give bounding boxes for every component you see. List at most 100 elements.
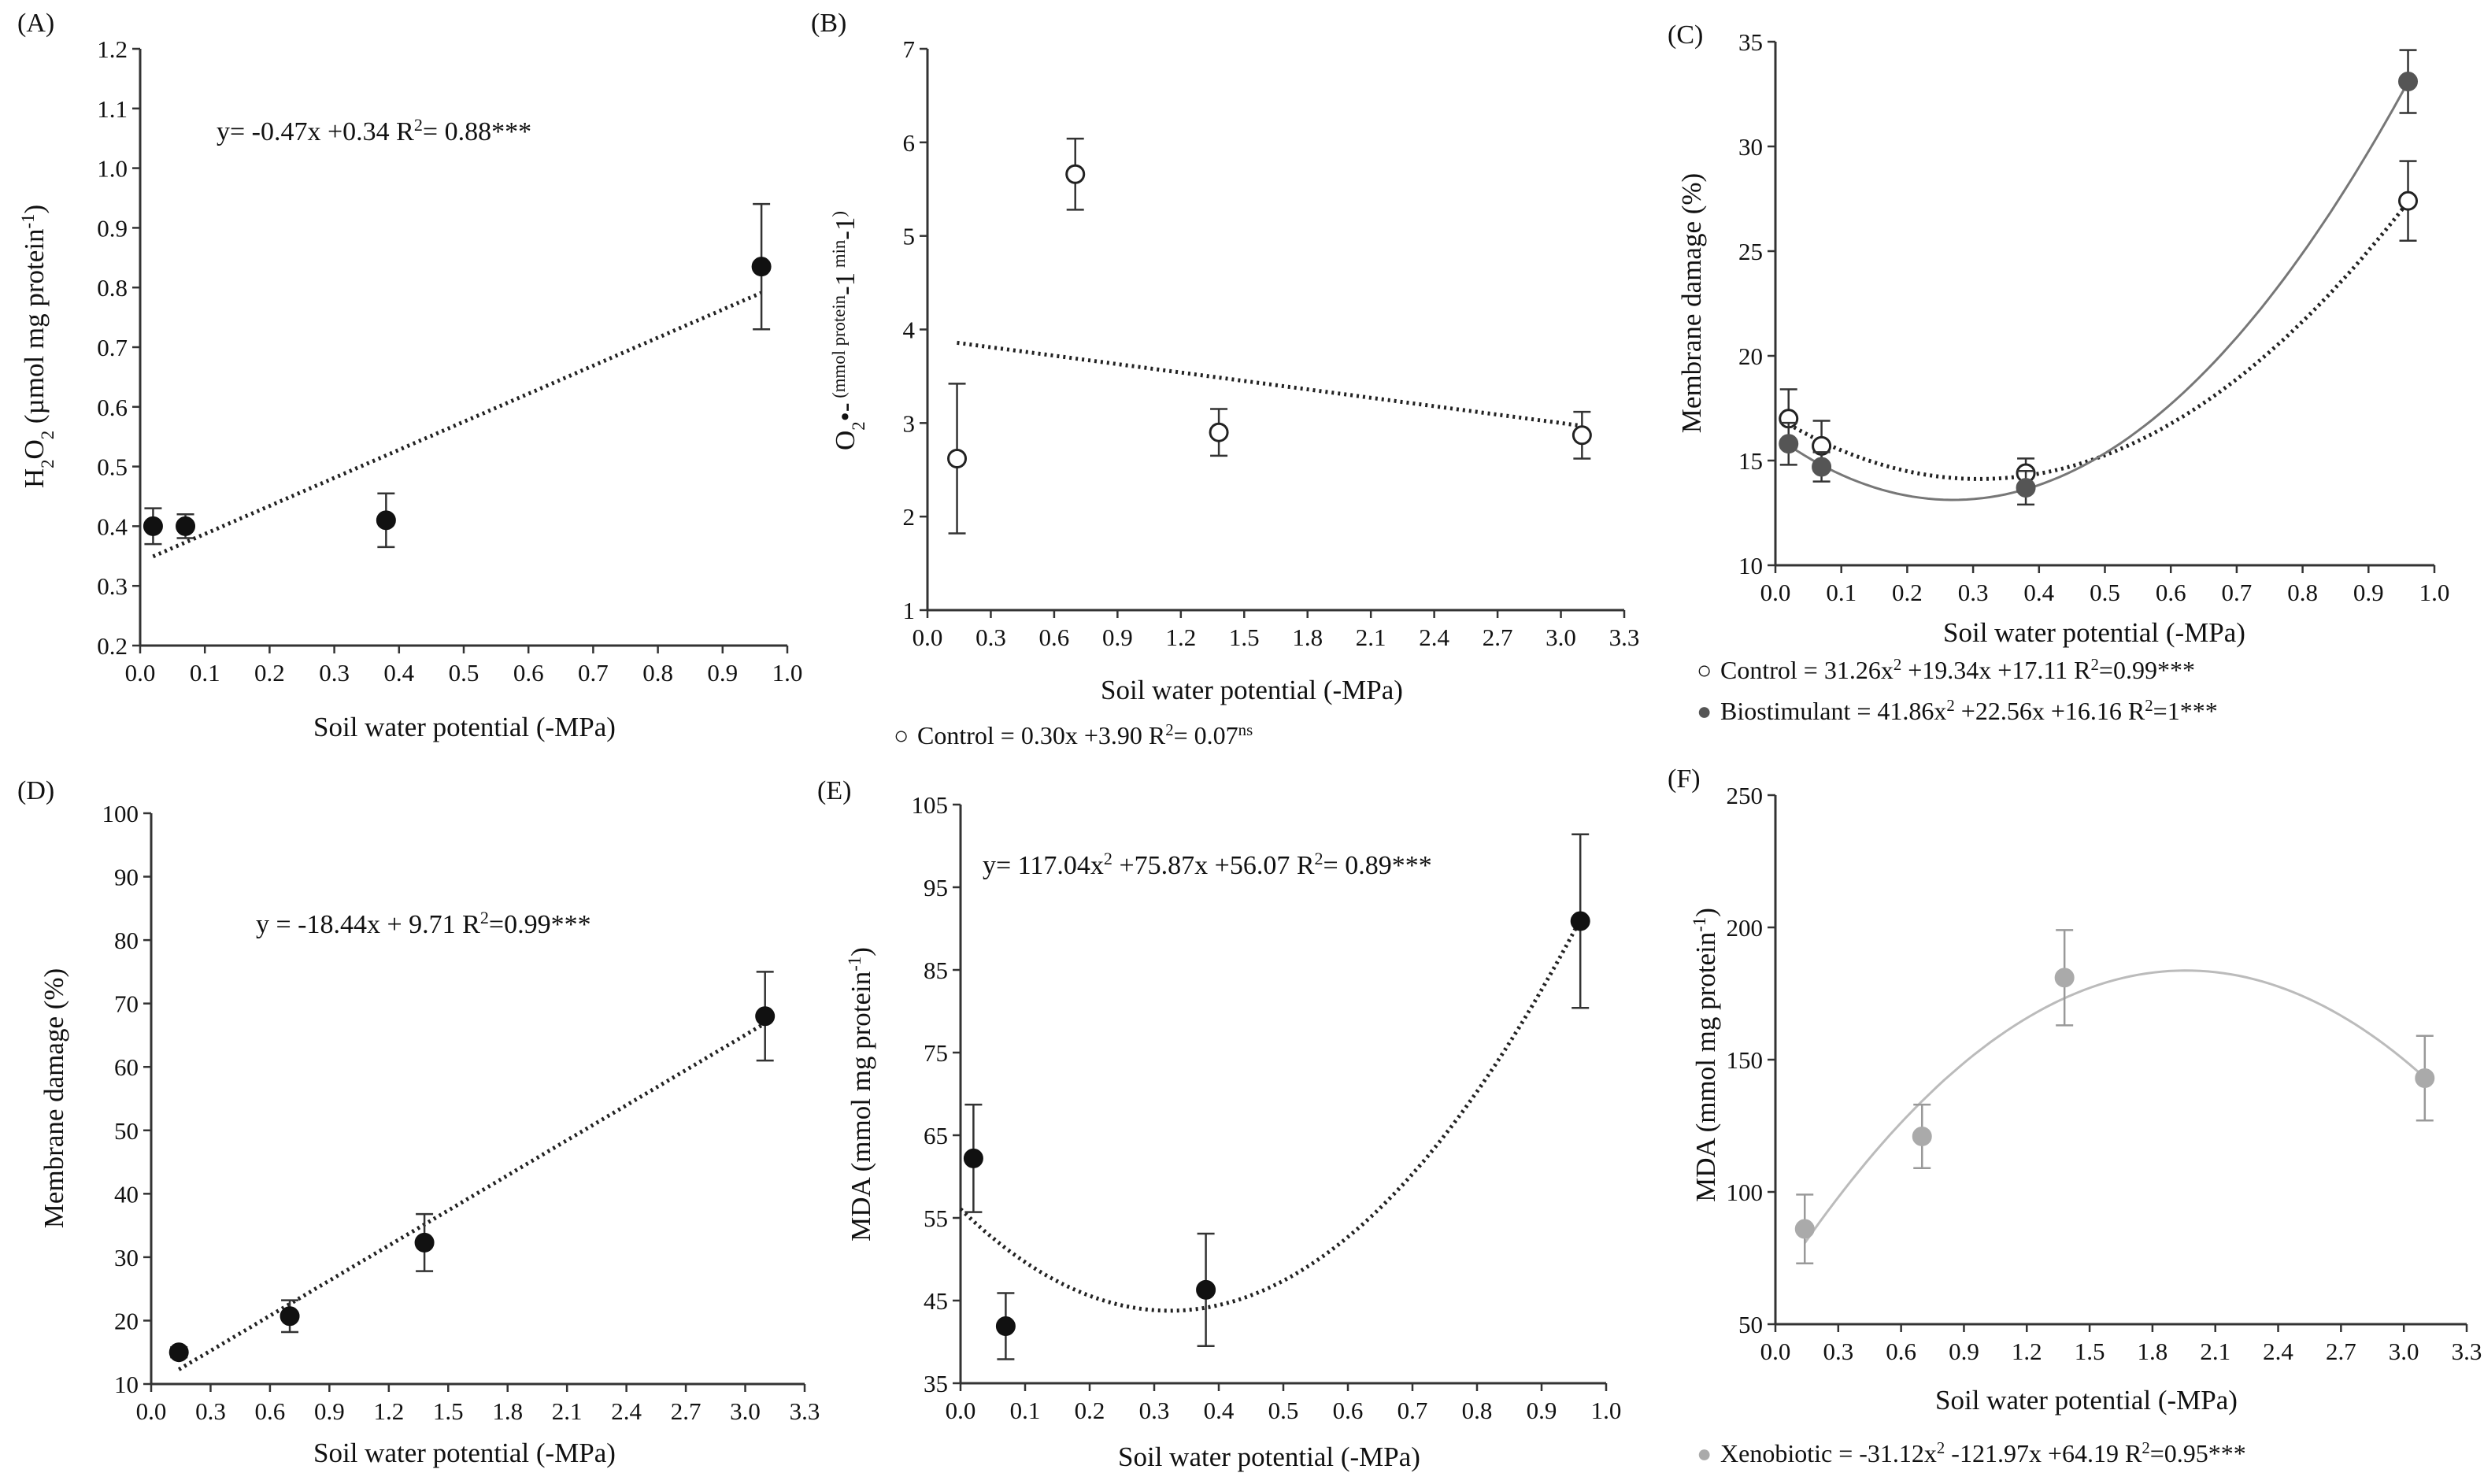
y-axis-label-part: O (19, 439, 50, 459)
panel-e: 35 45 55 65 75 85 95 105 0.0 0.1 0.2 0.3 0.4 0.5 0.6 0.… (817, 776, 1621, 1472)
x-tick-label: 0.6 (1886, 1338, 1916, 1365)
y-axis-label-part: min (829, 239, 849, 272)
y-tick-label: 1.0 (97, 155, 128, 183)
y-tick-label: 10 (114, 1371, 139, 1398)
x-tick-label: 1.5 (2075, 1338, 2105, 1365)
regression-equation-part: 2 (414, 115, 423, 135)
x-tick-label: 0.5 (1268, 1397, 1299, 1424)
y-axis-label-part: -1 (1690, 917, 1709, 932)
data-point (143, 516, 163, 536)
data-point (376, 510, 396, 531)
y-axis-label-part: ) (19, 205, 50, 214)
panel-a: 0.2 0.3 0.4 0.5 0.6 0.7 0.8 0.9 1.0 1.1 1.2 0.0 0.1 0… (17, 9, 802, 742)
x-axis-label: Soil water potential (-MPa) (1943, 617, 2245, 648)
x-tick-label: 0.9 (2353, 579, 2384, 606)
x-tick-label: 0.9 (1102, 624, 1133, 651)
y-axis-label-part: -1 (830, 272, 861, 295)
x-tick-label: 3.0 (1546, 624, 1576, 651)
x-tick-label: 0.0 (125, 659, 156, 686)
fit-line-data (177, 1021, 766, 1371)
legend-entry: Control = 0.30x +3.90 R2= 0.07ns (917, 721, 1253, 750)
x-tick-label: 1.8 (1292, 624, 1323, 651)
panel-label: (C) (1668, 20, 1703, 50)
x-tick-label: 1.5 (1229, 624, 1260, 651)
x-tick-label: 3.3 (2452, 1338, 2482, 1365)
x-tick-label: 0.6 (1039, 624, 1070, 651)
y-tick-label: 65 (924, 1122, 948, 1149)
regression-equation-part: y= 117.04x (983, 851, 1104, 880)
x-tick-label: 1.2 (2012, 1338, 2042, 1365)
fit-line-control (957, 340, 1583, 428)
x-tick-label: 0.9 (707, 659, 738, 686)
y-tick-label: 1 (903, 597, 916, 624)
y-tick-label: 60 (114, 1053, 139, 1081)
x-tick-label: 2.1 (552, 1397, 583, 1425)
x-tick-label: 0.1 (190, 659, 220, 686)
data-point (1196, 1279, 1216, 1300)
y-tick-label: 6 (903, 129, 916, 157)
legend-entry-part: +19.34x +17.11 R (1901, 656, 2091, 684)
x-tick-label: 0.9 (1527, 1397, 1557, 1424)
y-tick-label: 4 (903, 316, 916, 344)
legend-marker-icon: ● (1697, 1439, 1712, 1467)
x-tick-label: 0.3 (1823, 1338, 1853, 1365)
regression-equation-part: y= -0.47x +0.34 R (217, 117, 414, 146)
y-axis-label-part: 2 (38, 431, 57, 439)
x-tick-label: 0.6 (513, 659, 544, 686)
panel-label: (D) (17, 776, 54, 805)
y-axis-label-part: -1 (845, 957, 864, 971)
regression-equation-part: 2 (480, 908, 489, 927)
y-tick-label: 3 (903, 409, 916, 437)
x-tick-label: 0.9 (314, 1397, 345, 1425)
regression-equation-part: = 0.89*** (1323, 851, 1432, 880)
regression-equation: y= 117.04x2 +75.87x +56.07 R2= 0.89*** (983, 849, 1432, 881)
y-tick-label: 0.3 (97, 572, 128, 600)
fit-line-xenobiotic (1803, 969, 2426, 1244)
y-tick-label: 105 (912, 791, 949, 819)
y-tick-label: 1.2 (97, 35, 128, 63)
x-tick-label: 2.1 (2200, 1338, 2230, 1365)
y-tick-label: 35 (1738, 28, 1763, 56)
y-tick-label: 50 (114, 1117, 139, 1145)
y-tick-label: 80 (114, 927, 139, 954)
x-axis-label: Soil water potential (-MPa) (313, 712, 616, 742)
data-point (751, 257, 772, 277)
x-tick-label: 0.8 (642, 659, 673, 686)
y-axis-label-part: ) (1690, 908, 1721, 917)
regression-equation-part: =0.99*** (489, 910, 591, 939)
x-tick-label: 0.0 (1760, 1338, 1791, 1365)
x-tick-label: 1.0 (772, 659, 803, 686)
x-tick-label: 2.4 (2263, 1338, 2293, 1365)
data-point (995, 1316, 1016, 1337)
y-tick-label: 75 (924, 1039, 948, 1067)
data-point (1779, 434, 1799, 454)
y-tick-label: 0.9 (97, 214, 128, 242)
y-tick-label: 2 (903, 503, 916, 531)
legend-entry-part: =1*** (2153, 697, 2218, 725)
x-tick-label: 0.8 (1462, 1397, 1493, 1424)
y-tick-label: 90 (114, 864, 139, 891)
x-tick-label: 0.3 (195, 1397, 226, 1425)
legend-entry-part: Control = 0.30x +3.90 R (917, 721, 1166, 749)
x-tick-label: 0.7 (2222, 579, 2253, 606)
y-tick-label: 100 (102, 800, 139, 827)
panel-label: (E) (817, 776, 851, 805)
x-tick-label: 0.2 (1892, 579, 1923, 606)
x-tick-label: 0.8 (2287, 579, 2318, 606)
panel-f: 50 100 150 200 250 0.0 0.3 0.6 0.9 1.2 1.5 1.8 2.1 2.… (1668, 764, 2482, 1467)
y-axis-label-part: H (19, 468, 50, 488)
data-point (2398, 72, 2419, 92)
y-axis-label-part: •- (830, 402, 861, 421)
legend-entry-part: 2 (2090, 656, 2098, 674)
legend-entry-part: +22.56x +16.16 R (1955, 697, 2145, 725)
legend-entry-part: -121.97x +64.19 R (1945, 1439, 2142, 1467)
y-axis-label: MDA (mmol mg protein-1) (1690, 908, 1722, 1202)
y-tick-label: 200 (1727, 914, 1764, 942)
y-tick-label: 30 (114, 1244, 139, 1271)
y-tick-label: 10 (1738, 552, 1763, 579)
y-axis-label-part: (mmol protein (829, 294, 849, 402)
y-axis-label-part: 2 (38, 460, 57, 468)
y-axis-label: O2•- (mmol protein-1 min-1) (829, 211, 868, 450)
x-tick-label: 0.0 (913, 624, 943, 651)
y-tick-label: 0.2 (97, 632, 128, 660)
